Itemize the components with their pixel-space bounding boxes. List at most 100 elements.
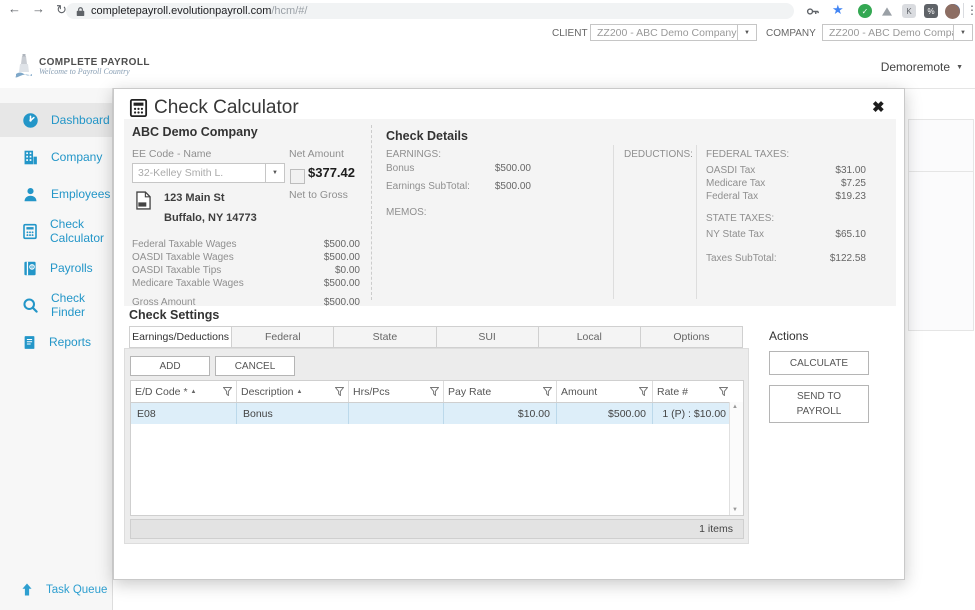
grid-scrollbar[interactable]: ▲ ▼ xyxy=(729,402,743,515)
chevron-down-icon[interactable]: ▼ xyxy=(265,164,284,182)
ee-code-value: 32-Kelley Smith L. xyxy=(133,167,265,179)
tax-row: NY State Tax$65.10 xyxy=(706,229,866,240)
extension-icon[interactable]: % xyxy=(924,4,938,18)
column-header-description[interactable]: Description▲ xyxy=(237,381,349,402)
table-row[interactable]: E08 Bonus $10.00 $500.00 1 (P) : $10.00 xyxy=(131,403,743,424)
tax-row: OASDI Tax$31.00 xyxy=(706,165,866,176)
pdf-icon[interactable] xyxy=(136,191,151,210)
avatar[interactable] xyxy=(945,4,960,19)
cell-rate-num: 1 (P) : $10.00 xyxy=(653,403,732,424)
toolbar-divider xyxy=(963,3,964,18)
calculator-icon xyxy=(22,223,38,240)
earnings-row: Bonus$500.00 xyxy=(386,163,531,174)
user-menu[interactable]: Demoremote ▼ xyxy=(881,60,963,74)
sidebar-item-check-finder[interactable]: Check Finder xyxy=(0,288,112,322)
tab-state[interactable]: State xyxy=(334,326,436,348)
sidebar-item-label: Check Calculator xyxy=(50,217,112,245)
cell-amount: $500.00 xyxy=(557,403,653,424)
divider xyxy=(613,145,614,299)
wage-row: OASDI Taxable Wages$500.00 xyxy=(132,252,360,263)
sidebar-item-label: Employees xyxy=(51,187,110,201)
net-to-gross-checkbox[interactable] xyxy=(290,169,305,184)
sidebar-item-label: Check Finder xyxy=(51,291,112,319)
wage-row: Medicare Taxable Wages$500.00 xyxy=(132,278,360,289)
company-select[interactable]: ZZ200 - ABC Demo Company ▼ xyxy=(822,24,973,41)
app-header: COMPLETE PAYROLL Welcome to Payroll Coun… xyxy=(0,45,975,89)
net-amount-value: $377.42 xyxy=(308,165,355,180)
filter-icon[interactable] xyxy=(719,387,728,396)
chevron-down-icon[interactable]: ▼ xyxy=(737,25,756,40)
add-button[interactable]: ADD xyxy=(130,356,210,376)
browser-toolbar: ← → ↻ completepayroll.evolutionpayroll.c… xyxy=(0,0,975,23)
key-icon[interactable] xyxy=(806,5,819,18)
extension-icon[interactable] xyxy=(880,4,894,18)
task-queue-label: Task Queue xyxy=(46,584,107,596)
scroll-up-icon[interactable]: ▲ xyxy=(732,404,738,410)
sidebar-item-reports[interactable]: Reports xyxy=(0,325,112,359)
filter-icon[interactable] xyxy=(223,387,232,396)
column-header-ed-code[interactable]: E/D Code *▲ xyxy=(131,381,237,402)
address-line2: Buffalo, NY 14773 xyxy=(164,212,257,224)
ee-code-select[interactable]: 32-Kelley Smith L. ▼ xyxy=(132,163,285,183)
person-icon xyxy=(22,186,39,203)
sidebar-item-label: Dashboard xyxy=(51,113,110,127)
net-to-gross-label: Net to Gross xyxy=(289,189,348,201)
background-panel xyxy=(908,171,974,331)
sidebar-item-label: Company xyxy=(51,150,102,164)
modal-title: Check Calculator xyxy=(154,97,299,119)
tab-earnings-deductions[interactable]: Earnings/Deductions xyxy=(129,326,232,348)
cancel-button[interactable]: CANCEL xyxy=(215,356,295,376)
close-icon[interactable]: ✖ xyxy=(872,98,885,116)
wage-row: Federal Taxable Wages$500.00 xyxy=(132,239,360,250)
bookmark-star-icon[interactable]: ★ xyxy=(832,2,844,18)
calculator-icon xyxy=(129,99,148,117)
dashboard-icon xyxy=(22,112,39,129)
forward-icon[interactable]: → xyxy=(32,1,45,16)
tab-federal[interactable]: Federal xyxy=(232,326,334,348)
divider xyxy=(371,125,372,300)
cell-description: Bonus xyxy=(237,403,349,424)
logo-title: COMPLETE PAYROLL xyxy=(39,57,150,68)
cell-pay-rate: $10.00 xyxy=(444,403,557,424)
calculate-button[interactable]: CALCULATE xyxy=(769,351,869,375)
chevron-down-icon: ▼ xyxy=(956,64,963,71)
sort-asc-icon: ▲ xyxy=(191,389,197,395)
extension-icon[interactable]: ✓ xyxy=(858,4,872,18)
check-summary-panel: ABC Demo Company EE Code - Name Net Amou… xyxy=(124,119,896,306)
address-line1: 123 Main St xyxy=(164,192,225,204)
send-to-payroll-button[interactable]: SEND TO PAYROLL xyxy=(769,385,869,423)
back-icon[interactable]: ← xyxy=(8,1,21,16)
tab-local[interactable]: Local xyxy=(539,326,641,348)
sidebar-item-label: Payrolls xyxy=(50,261,93,275)
sidebar-item-company[interactable]: Company xyxy=(0,140,112,174)
chevron-down-icon[interactable]: ▼ xyxy=(953,25,972,40)
extension-icon[interactable]: K xyxy=(902,4,916,18)
column-header-pay-rate[interactable]: Pay Rate xyxy=(444,381,557,402)
url-domain: completepayroll.evolutionpayroll.com xyxy=(91,5,271,17)
building-icon xyxy=(22,149,39,166)
company-select-value: ZZ200 - ABC Demo Company xyxy=(823,27,953,39)
column-header-hrs-pcs[interactable]: Hrs/Pcs xyxy=(349,381,444,402)
tab-options[interactable]: Options xyxy=(641,326,743,348)
filter-icon[interactable] xyxy=(335,387,344,396)
sidebar-item-payrolls[interactable]: Payrolls xyxy=(0,251,112,285)
client-select[interactable]: ZZ200 - ABC Demo Company ▼ xyxy=(590,24,757,41)
address-bar[interactable]: completepayroll.evolutionpayroll.com/hcm… xyxy=(66,3,794,19)
filter-icon[interactable] xyxy=(543,387,552,396)
client-label: CLIENT xyxy=(552,28,588,39)
sidebar-item-dashboard[interactable]: Dashboard xyxy=(0,103,112,137)
column-header-amount[interactable]: Amount xyxy=(557,381,653,402)
filter-icon[interactable] xyxy=(639,387,648,396)
sidebar: Dashboard Company Employees Check Calcul… xyxy=(0,88,113,610)
filter-icon[interactable] xyxy=(430,387,439,396)
task-queue-button[interactable]: Task Queue xyxy=(20,582,107,597)
scroll-down-icon[interactable]: ▼ xyxy=(732,507,738,513)
tab-sui[interactable]: SUI xyxy=(437,326,539,348)
earnings-deductions-panel: ADD CANCEL E/D Code *▲ Description▲ Hrs/… xyxy=(124,348,749,544)
column-header-rate-num[interactable]: Rate # xyxy=(653,381,732,402)
sidebar-item-employees[interactable]: Employees xyxy=(0,177,112,211)
grid-header: E/D Code *▲ Description▲ Hrs/Pcs Pay Rat… xyxy=(131,381,743,403)
browser-menu-icon[interactable]: ⋮ xyxy=(966,3,975,17)
sidebar-item-check-calculator[interactable]: Check Calculator xyxy=(0,214,112,248)
app-logo: COMPLETE PAYROLL Welcome to Payroll Coun… xyxy=(14,54,150,78)
